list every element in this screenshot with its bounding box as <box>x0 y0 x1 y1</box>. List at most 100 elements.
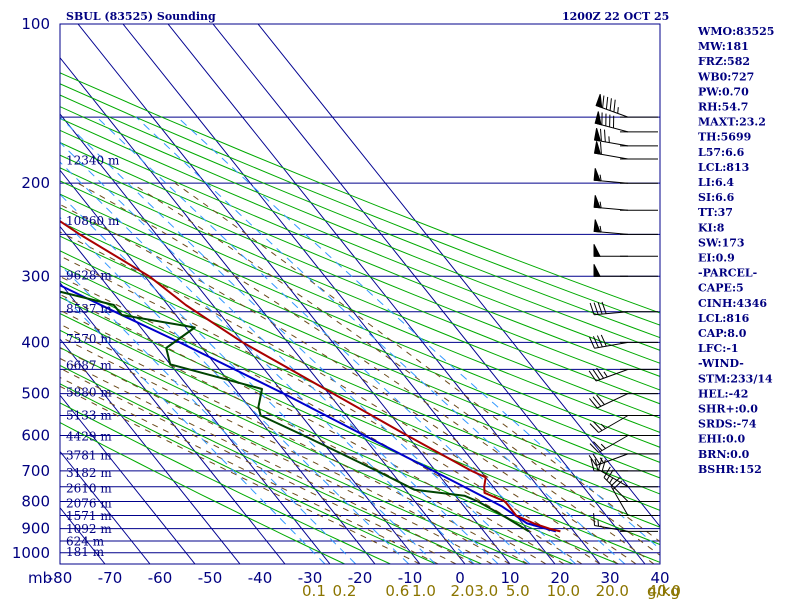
height-label: 5880 m <box>66 386 112 400</box>
pressure-tick-label: 700 <box>21 462 50 480</box>
wind-barb-pennant <box>593 128 602 142</box>
profile-traces <box>60 220 561 533</box>
temperature-tick-label: -20 <box>348 569 373 587</box>
wind-barb-half-flag <box>599 225 602 233</box>
wind-barb-pennant <box>594 111 602 126</box>
wind-barb-flag <box>598 457 603 470</box>
index-value: MW:181 <box>698 40 749 53</box>
wind-barb-half-flag <box>597 519 599 527</box>
wind-barb-flag <box>600 128 602 142</box>
mixing-ratio-tick-label: 10.0 <box>547 582 580 600</box>
dry-adiabat-line <box>60 250 660 511</box>
pressure-tick-label: 900 <box>21 520 50 538</box>
mixing-ratio-line <box>60 161 475 564</box>
wind-barb <box>593 244 658 257</box>
temperature-tick-label: 0 <box>455 569 465 587</box>
wind-barb-flag <box>592 453 601 465</box>
wind-barb <box>593 168 658 184</box>
wind-barb-flag <box>600 334 607 347</box>
index-value: SRDS:-74 <box>698 418 757 431</box>
dry-adiabat-line <box>60 402 391 564</box>
wind-barb-flag <box>588 455 597 466</box>
moist-adiabat-line <box>60 293 565 564</box>
height-label: 9628 m <box>66 269 112 283</box>
height-label: 5133 m <box>66 409 112 423</box>
wind-barb-half-flag <box>603 371 608 378</box>
index-value: LI:6.4 <box>698 176 734 189</box>
index-value: FRZ:582 <box>698 55 750 68</box>
wind-barb-flag <box>592 336 599 348</box>
dry-adiabat-line <box>60 154 660 405</box>
index-value: HEL:-42 <box>698 387 748 400</box>
index-value: L57:6.6 <box>698 146 745 159</box>
index-value: KI:8 <box>698 221 725 234</box>
isotherm-line <box>60 113 421 564</box>
moist-adiabat-line <box>60 367 457 564</box>
pressure-axis: 100 200 300 400 500 600 700 800 900 1000 <box>12 15 50 562</box>
dry-adiabat-line <box>60 296 660 563</box>
mixing-ratio-tick-label: 5.0 <box>506 582 530 600</box>
mixing-ratio-tick-label: 3.0 <box>474 582 498 600</box>
temperature-tick-label: 10 <box>500 569 519 587</box>
temperature-tick-label: 20 <box>550 569 569 587</box>
dry-adiabat-line <box>60 193 660 448</box>
wind-barb-flag <box>610 477 621 487</box>
wind-barb-flag <box>602 95 605 108</box>
height-label: 4429 m <box>66 430 112 444</box>
moist-adiabat-line <box>77 182 655 564</box>
height-label: 7570 m <box>66 332 112 346</box>
dewpoint-trace <box>60 290 530 533</box>
wind-barb <box>590 458 658 472</box>
wind-barb-staff <box>594 341 629 349</box>
moist-adiabat-line <box>60 357 475 564</box>
mixing-ratio-tick-label: 1.0 <box>412 582 436 600</box>
wind-barb-staff <box>598 469 629 488</box>
wind-barb-pennant <box>593 264 601 277</box>
isotherm-line <box>257 24 660 528</box>
pressure-tick-label: 300 <box>21 267 50 285</box>
wind-barb <box>593 128 658 147</box>
wind-barb <box>593 219 658 235</box>
dry-adiabat-line <box>60 83 660 326</box>
wind-barb-flag <box>589 423 599 433</box>
height-label: 12340 m <box>66 153 120 167</box>
wind-barb <box>595 94 658 118</box>
dry-adiabat-line <box>60 72 660 314</box>
isotherm-line <box>212 24 646 564</box>
dry-adiabat-line <box>60 312 619 564</box>
height-label: 10860 m <box>66 214 120 228</box>
wind-barb <box>589 301 658 316</box>
wind-barb-staff <box>594 525 629 532</box>
index-value: LFC:-1 <box>698 342 739 355</box>
height-label: 1092 m <box>66 522 112 536</box>
index-value: WB0:727 <box>697 70 754 83</box>
pressure-unit-label: mb <box>28 569 52 587</box>
wind-barb-flag <box>612 480 623 490</box>
height-label: 624 m <box>66 534 105 548</box>
wind-barb-half-flag <box>617 107 619 114</box>
wind-barb-flag <box>603 466 611 478</box>
temperature-tick-label: -60 <box>148 569 173 587</box>
wind-barb-half-flag <box>600 423 606 429</box>
index-value: -PARCEL- <box>698 267 757 280</box>
height-label: 8537 m <box>66 302 112 316</box>
dry-adiabat-line <box>60 347 528 564</box>
mixing-ratio-line <box>60 292 326 564</box>
wind-barb <box>598 457 658 488</box>
dry-adiabat-line <box>60 364 482 564</box>
index-value: LCL:813 <box>698 161 749 174</box>
index-value: SI:6.6 <box>698 191 735 204</box>
wind-barb <box>589 435 658 453</box>
temperature-tick-label: -10 <box>398 569 423 587</box>
height-label: 2076 m <box>66 497 112 511</box>
index-value: CINH:4346 <box>698 297 767 310</box>
wind-barb-pennant <box>593 168 601 182</box>
wind-barb-flag <box>592 369 601 380</box>
dry-adiabat-line <box>60 235 660 495</box>
wind-barb-flag <box>593 513 595 526</box>
wind-barb-flag <box>589 443 599 453</box>
wind-barb-flag <box>596 394 605 405</box>
dry-adiabat-line <box>60 221 660 479</box>
isotherm-line <box>60 225 331 564</box>
